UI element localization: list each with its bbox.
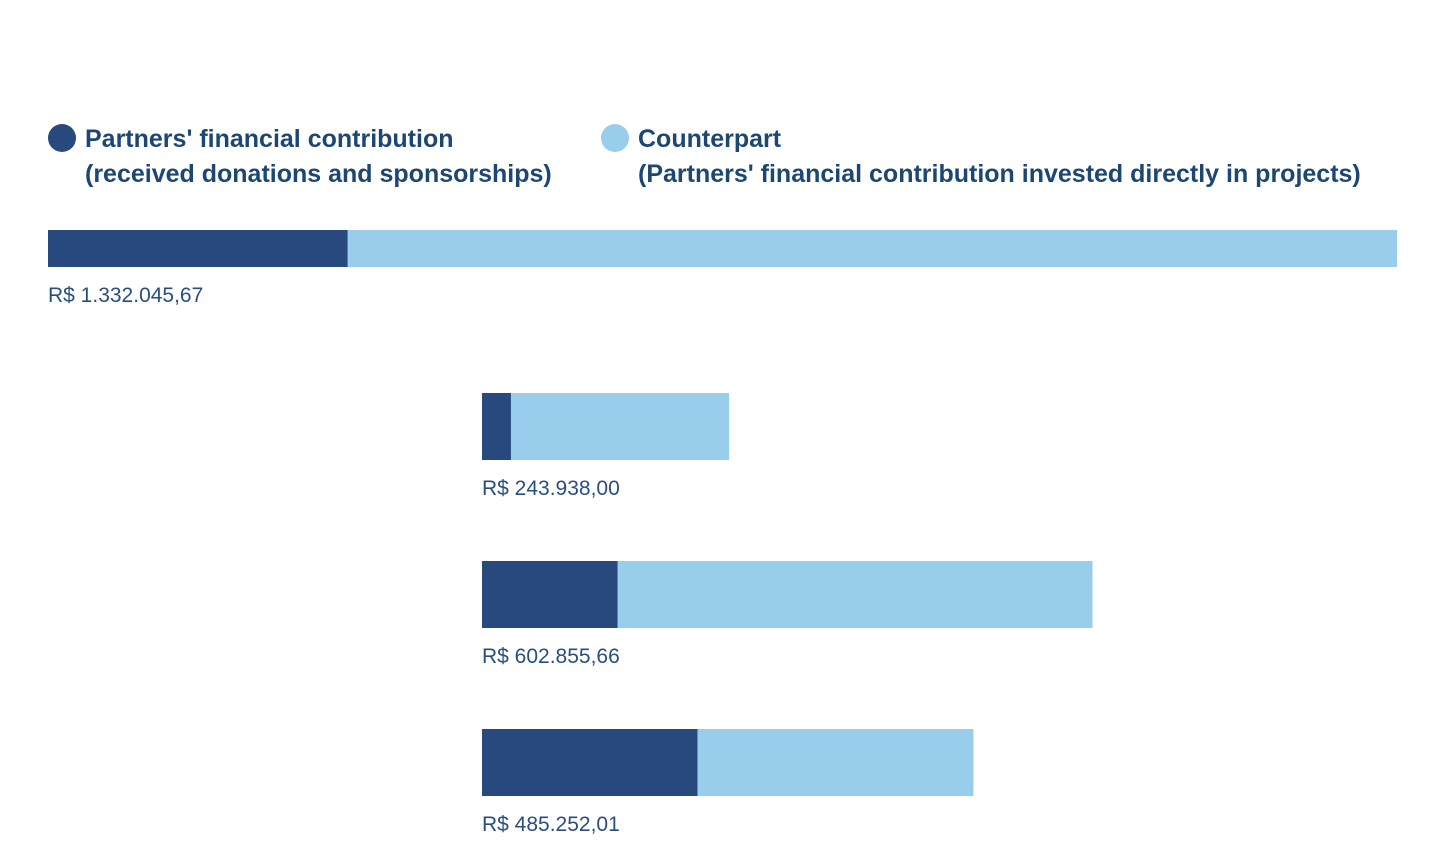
bar-partners-2 — [482, 393, 511, 460]
bar-counterpart-2 — [510, 393, 730, 460]
legend-partners-line1: Partners' financial contribution — [85, 125, 454, 153]
legend-partners-line2: (received donations and sponsorships) — [85, 160, 552, 188]
bar-counterpart-1 — [347, 230, 1398, 267]
legend-counterpart-line2: (Partners' financial contribution invest… — [638, 160, 1361, 188]
bar-partners-3 — [482, 561, 618, 628]
bar-partners-1 — [48, 230, 348, 267]
total-value-label-3: R$ 602.855,66 — [482, 645, 620, 668]
bar-counterpart-4 — [697, 729, 974, 796]
total-value-label-4: R$ 485.252,01 — [482, 813, 620, 836]
chart-legend: Partners' financial contribution (receiv… — [48, 122, 1448, 202]
legend-swatch-partners — [48, 124, 76, 152]
legend-counterpart-line1: Counterpart — [638, 125, 782, 153]
total-value-label-1: R$ 1.332.045,67 — [48, 284, 203, 307]
legend-swatch-counterpart — [601, 124, 629, 152]
total-value-label-2: R$ 243.938,00 — [482, 477, 620, 500]
legend-label-counterpart: Counterpart (Partners' financial contrib… — [638, 122, 1361, 192]
bar-partners-4 — [482, 729, 698, 796]
legend-label-partners: Partners' financial contribution (receiv… — [85, 122, 552, 192]
bar-counterpart-3 — [617, 561, 1093, 628]
